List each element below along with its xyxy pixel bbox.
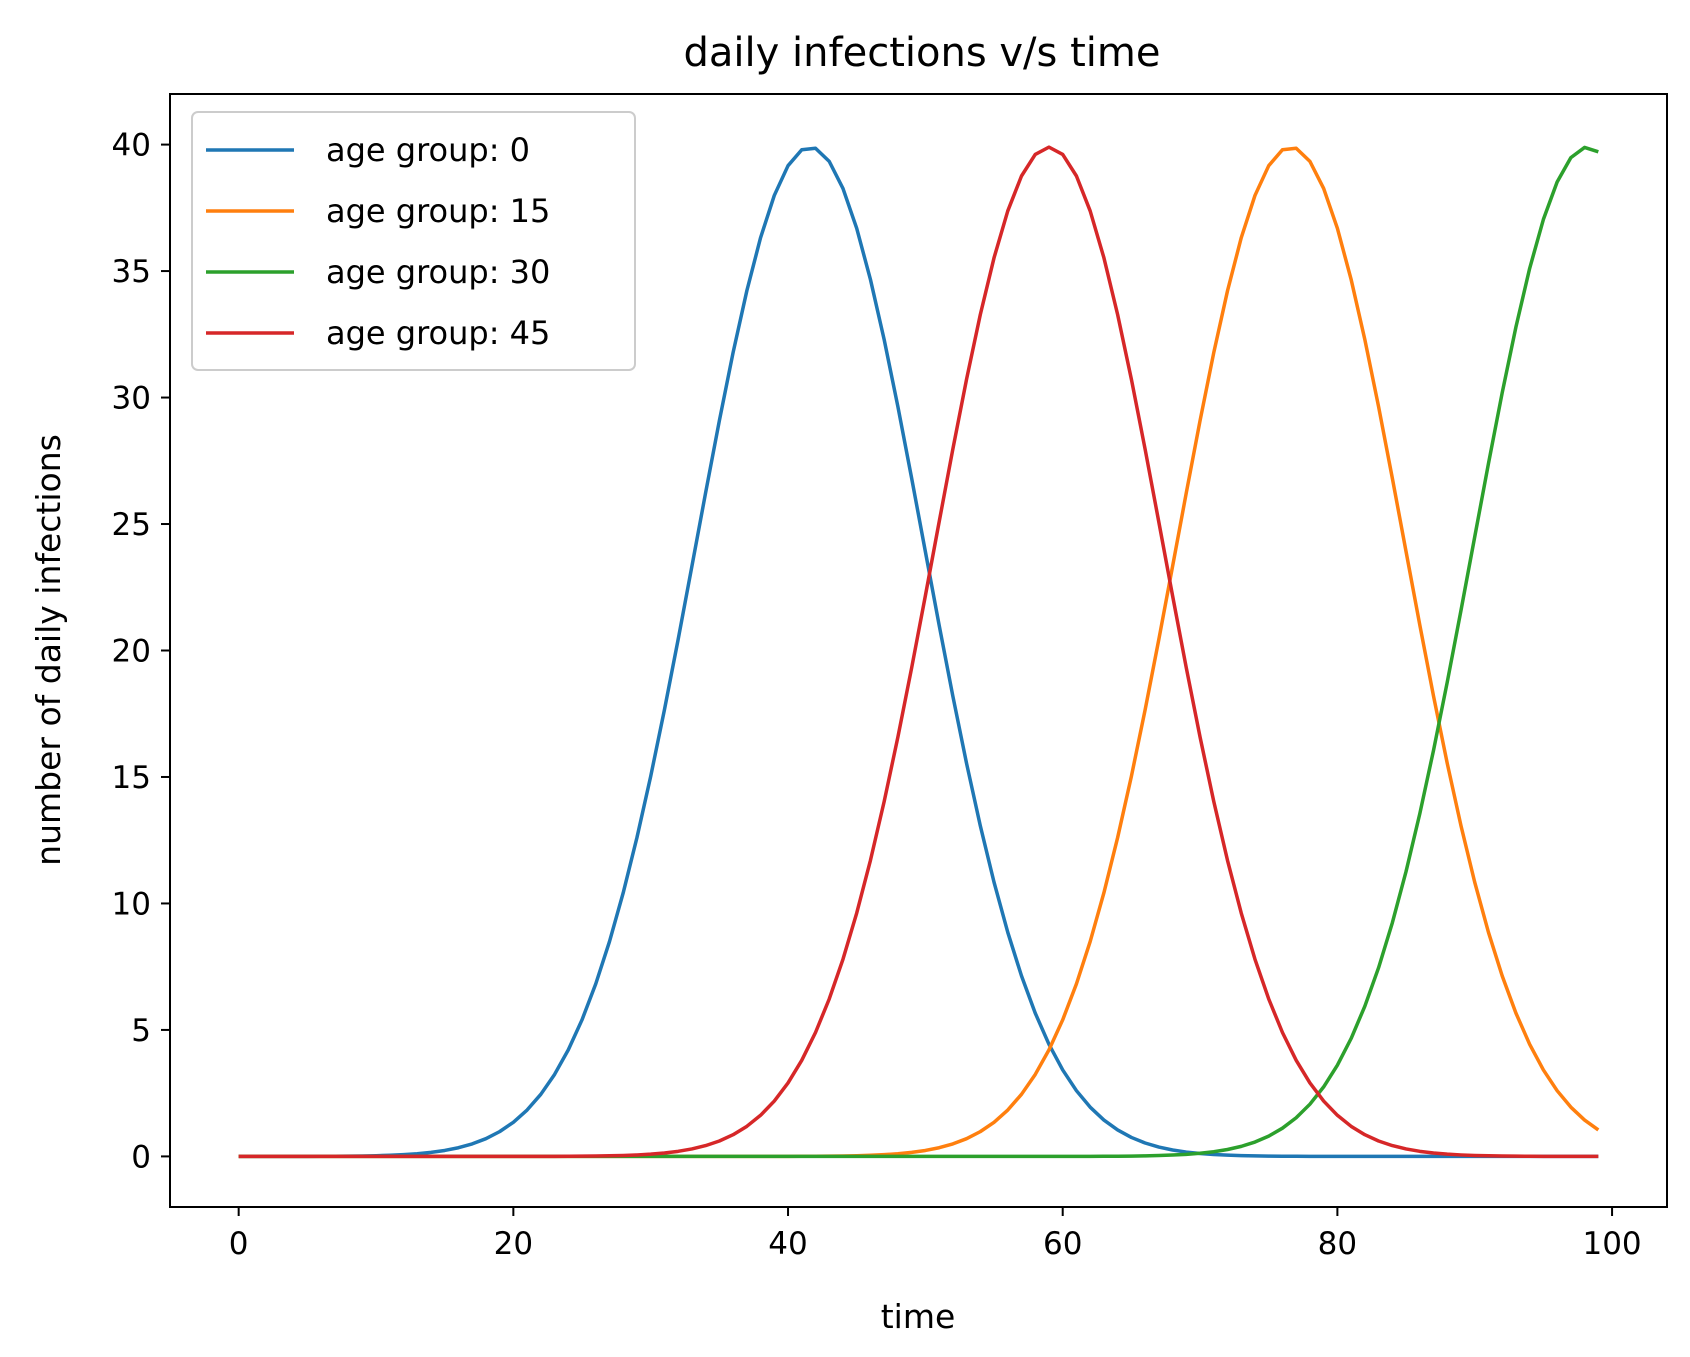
y-tick-label: 40 [112, 128, 151, 164]
x-tick-label: 20 [494, 1226, 533, 1262]
plot-area [169, 93, 1668, 1208]
legend-label-0: age group: 0 [326, 131, 530, 169]
y-tick-label: 30 [112, 381, 151, 417]
legend: age group: 0 age group: 15 age group: 30 ag… [191, 111, 636, 371]
legend-label-3: age group: 45 [326, 314, 550, 352]
x-tick-label: 60 [1043, 1226, 1082, 1262]
legend-label-2: age group: 30 [326, 253, 550, 291]
legend-label-1: age group: 15 [326, 192, 550, 230]
x-axis: 0 20 40 60 80 100 [229, 1207, 1642, 1262]
y-tick-label: 35 [112, 254, 151, 290]
x-tick-label: 80 [1318, 1226, 1357, 1262]
y-tick-label: 15 [112, 760, 151, 796]
y-tick-label: 20 [112, 634, 151, 670]
series-layer [238, 145, 1600, 1159]
y-tick-label: 25 [112, 507, 151, 543]
y-axis: 0 5 10 15 20 25 30 35 40 [112, 128, 170, 1175]
x-tick-label: 40 [768, 1226, 807, 1262]
x-tick-label: 100 [1582, 1226, 1641, 1262]
chart-title: daily infections v/s time [684, 30, 1161, 76]
y-tick-label: 0 [131, 1139, 151, 1175]
legend-box [191, 111, 636, 371]
x-axis-label: time [881, 1297, 956, 1336]
series-line-0 [238, 146, 1599, 1159]
series-line-3 [238, 145, 1599, 1159]
y-tick-label: 10 [112, 886, 151, 922]
y-tick-label: 5 [131, 1013, 151, 1049]
x-tick-label: 0 [229, 1226, 249, 1262]
y-axis-label: number of daily infections [29, 434, 68, 866]
